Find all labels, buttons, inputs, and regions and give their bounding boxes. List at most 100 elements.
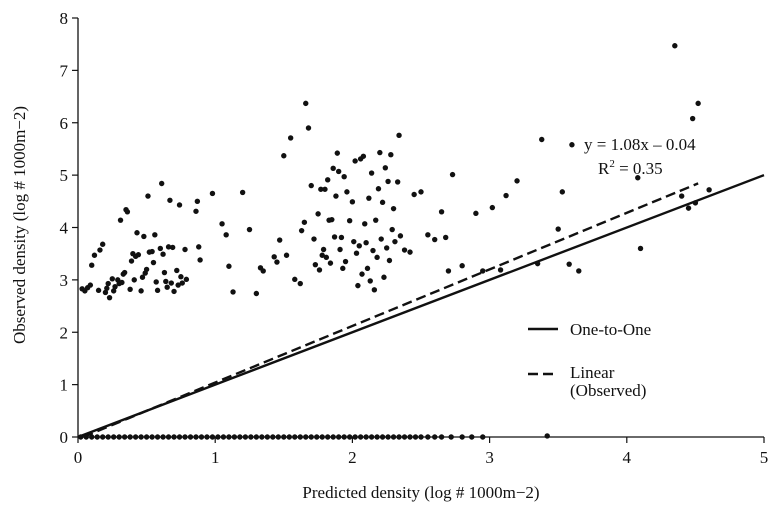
data-point bbox=[354, 250, 359, 255]
zero-point bbox=[171, 434, 176, 439]
data-point bbox=[171, 289, 176, 294]
data-point bbox=[446, 268, 451, 273]
y-tick-label: 4 bbox=[60, 219, 69, 238]
zero-point bbox=[363, 434, 368, 439]
zero-point bbox=[270, 434, 275, 439]
data-point bbox=[369, 170, 374, 175]
data-point bbox=[411, 192, 416, 197]
zero-point bbox=[84, 434, 89, 439]
x-tick-label: 1 bbox=[211, 448, 220, 467]
zero-point bbox=[459, 434, 464, 439]
data-point bbox=[144, 267, 149, 272]
data-point bbox=[167, 198, 172, 203]
data-point bbox=[226, 264, 231, 269]
data-point bbox=[299, 228, 304, 233]
data-point bbox=[174, 268, 179, 273]
data-point bbox=[230, 289, 235, 294]
zero-point bbox=[325, 434, 330, 439]
data-point bbox=[328, 260, 333, 265]
data-point bbox=[695, 101, 700, 106]
data-point bbox=[365, 266, 370, 271]
data-point bbox=[210, 191, 215, 196]
zero-point bbox=[204, 434, 209, 439]
x-tick-label: 2 bbox=[348, 448, 357, 467]
data-point bbox=[672, 43, 677, 48]
data-point bbox=[498, 267, 503, 272]
y-tick-label: 2 bbox=[60, 323, 69, 342]
data-point bbox=[122, 270, 127, 275]
data-point bbox=[271, 254, 276, 259]
x-tick-label: 3 bbox=[485, 448, 494, 467]
zero-point bbox=[188, 434, 193, 439]
y-tick-label: 6 bbox=[60, 114, 69, 133]
y-tick-label: 5 bbox=[60, 166, 69, 185]
data-point bbox=[96, 288, 101, 293]
legend-label-one-to-one: One-to-One bbox=[570, 320, 651, 339]
data-point bbox=[335, 150, 340, 155]
zero-point bbox=[232, 434, 237, 439]
zero-point bbox=[303, 434, 308, 439]
data-point bbox=[340, 266, 345, 271]
zero-point bbox=[298, 434, 303, 439]
zero-point bbox=[133, 434, 138, 439]
data-point bbox=[450, 172, 455, 177]
zero-point bbox=[480, 434, 485, 439]
data-point bbox=[343, 259, 348, 264]
zero-point bbox=[418, 434, 423, 439]
data-point bbox=[317, 267, 322, 272]
data-point bbox=[145, 193, 150, 198]
zero-point bbox=[281, 434, 286, 439]
data-point bbox=[322, 187, 327, 192]
r2-label: R bbox=[598, 159, 610, 178]
data-point bbox=[503, 193, 508, 198]
data-point bbox=[459, 263, 464, 268]
data-point bbox=[284, 253, 289, 258]
data-point bbox=[391, 206, 396, 211]
zero-point bbox=[314, 434, 319, 439]
data-point bbox=[539, 137, 544, 142]
data-point bbox=[105, 281, 110, 286]
legend-label-observed: (Observed) bbox=[570, 381, 646, 400]
data-point bbox=[480, 268, 485, 273]
data-point bbox=[177, 202, 182, 207]
zero-point bbox=[292, 434, 297, 439]
data-point bbox=[261, 268, 266, 273]
data-point bbox=[89, 263, 94, 268]
data-point bbox=[313, 262, 318, 267]
data-point bbox=[325, 177, 330, 182]
zero-point bbox=[95, 434, 100, 439]
data-point bbox=[363, 240, 368, 245]
data-point bbox=[141, 234, 146, 239]
data-points bbox=[79, 43, 711, 439]
r2-value: = 0.35 bbox=[615, 159, 663, 178]
zero-point bbox=[160, 434, 165, 439]
x-tick-label: 0 bbox=[74, 448, 83, 467]
zero-point bbox=[448, 434, 453, 439]
data-point bbox=[303, 101, 308, 106]
y-tick-label: 1 bbox=[60, 376, 69, 395]
y-tick-label: 8 bbox=[60, 9, 69, 28]
data-point bbox=[196, 244, 201, 249]
data-point bbox=[374, 255, 379, 260]
data-point bbox=[302, 220, 307, 225]
data-point bbox=[324, 255, 329, 260]
data-point bbox=[387, 258, 392, 263]
zero-point bbox=[336, 434, 341, 439]
zero-point bbox=[439, 434, 444, 439]
data-point bbox=[240, 190, 245, 195]
zero-point bbox=[226, 434, 231, 439]
data-point bbox=[368, 278, 373, 283]
data-point bbox=[339, 235, 344, 240]
data-point bbox=[309, 183, 314, 188]
data-point bbox=[372, 287, 377, 292]
y-tick-label: 7 bbox=[60, 61, 69, 80]
zero-point bbox=[352, 434, 357, 439]
zero-point bbox=[330, 434, 335, 439]
data-point bbox=[97, 247, 102, 252]
data-point bbox=[395, 179, 400, 184]
data-point bbox=[219, 221, 224, 226]
zero-point bbox=[391, 434, 396, 439]
zero-point bbox=[248, 434, 253, 439]
data-point bbox=[439, 209, 444, 214]
data-point bbox=[351, 239, 356, 244]
